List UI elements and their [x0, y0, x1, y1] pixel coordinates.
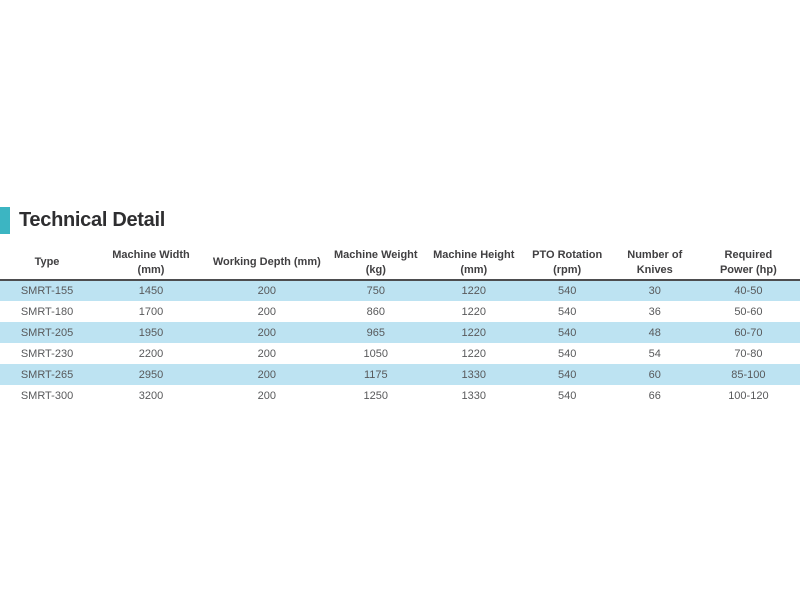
table-cell: 1220: [461, 285, 487, 297]
table-cell: 60: [648, 368, 661, 381]
section-title: Technical Detail: [19, 208, 165, 231]
column-header-machine-weight: Machine Weight (kg): [325, 246, 426, 281]
table-cell: 1050: [363, 347, 389, 360]
table-cell: 1220: [461, 326, 487, 339]
table-cell: 540: [557, 368, 577, 381]
table-cell: SMRT-230: [20, 347, 74, 360]
table-cell: 200: [257, 305, 276, 318]
table-cell: 540: [557, 389, 577, 402]
table-cell: 750: [366, 285, 385, 297]
table-cell: 965: [366, 326, 385, 339]
table-cell: 200: [257, 285, 276, 297]
table-cell: 540: [557, 347, 577, 360]
table-cell: 36: [648, 305, 661, 318]
table-row: SMRT-230 2200 200 1050 1220 540 54 70-80: [0, 343, 800, 364]
table-row: SMRT-265 2950 200 1175 1330 540 60 85-10…: [0, 364, 800, 385]
column-header-required-power: Required Power (hp): [696, 246, 800, 281]
table-cell: 1330: [461, 389, 487, 402]
table-cell: SMRT-205: [20, 326, 74, 339]
table-cell: 50-60: [734, 305, 763, 318]
table-cell: 200: [257, 368, 276, 381]
column-header-working-depth: Working Depth (mm): [208, 246, 326, 281]
column-header-pto-rotation: PTO Rotation (rpm): [521, 246, 613, 281]
table-cell: 54: [648, 347, 661, 360]
table-cell: 1220: [461, 305, 487, 318]
table-cell: 66: [648, 389, 661, 402]
column-header-machine-height: Machine Height (mm): [425, 246, 522, 281]
technical-detail-table: Type Machine Width (mm) Working Depth (m…: [0, 246, 800, 406]
table-cell: 40-50: [734, 285, 763, 297]
table-cell: 100-120: [728, 389, 769, 402]
table-cell: 2950: [138, 368, 164, 381]
table-cell: 1450: [138, 285, 164, 297]
table-cell: 540: [557, 285, 577, 297]
table-cell: 1220: [461, 347, 487, 360]
accent-bar: [0, 206, 10, 234]
section-header: Technical Detail: [0, 206, 165, 234]
table-cell: SMRT-300: [20, 389, 74, 402]
table-cell: 1250: [363, 389, 389, 402]
column-header-type: Type: [0, 246, 94, 281]
table-cell: 30: [648, 285, 661, 297]
table-cell: 1950: [138, 326, 164, 339]
table-cell: 60-70: [734, 326, 763, 339]
table-row: SMRT-155 1450 200 750 1220 540 30 40-50: [0, 280, 800, 301]
table-cell: 85-100: [731, 368, 766, 381]
table-cell: 3200: [138, 389, 164, 402]
table-cell: 1175: [363, 368, 388, 381]
table-cell: 860: [366, 305, 385, 318]
table-cell: 70-80: [734, 347, 763, 360]
table-cell: 48: [648, 326, 661, 339]
table-cell: 200: [257, 389, 276, 402]
table-row: SMRT-300 3200 200 1250 1330 540 66 100-1…: [0, 385, 800, 406]
table-cell: 2200: [138, 347, 164, 360]
table-cell: 200: [257, 347, 276, 360]
table-cell: 540: [557, 305, 577, 318]
column-header-number-of-knives: Number of Knives: [612, 246, 697, 281]
table-row: SMRT-205 1950 200 965 1220 540 48 60-70: [0, 322, 800, 343]
table-cell: 1700: [138, 305, 164, 318]
table-cell: 1330: [461, 368, 487, 381]
table-row: SMRT-180 1700 200 860 1220 540 36 50-60: [0, 301, 800, 322]
table-cell: SMRT-265: [20, 368, 74, 381]
table-header-row: Type Machine Width (mm) Working Depth (m…: [0, 246, 800, 281]
table-cell: SMRT-180: [20, 305, 74, 318]
table-cell: SMRT-155: [20, 285, 74, 297]
column-header-machine-width: Machine Width (mm): [94, 246, 208, 281]
table-cell: 540: [557, 326, 577, 339]
table-cell: 200: [257, 326, 276, 339]
